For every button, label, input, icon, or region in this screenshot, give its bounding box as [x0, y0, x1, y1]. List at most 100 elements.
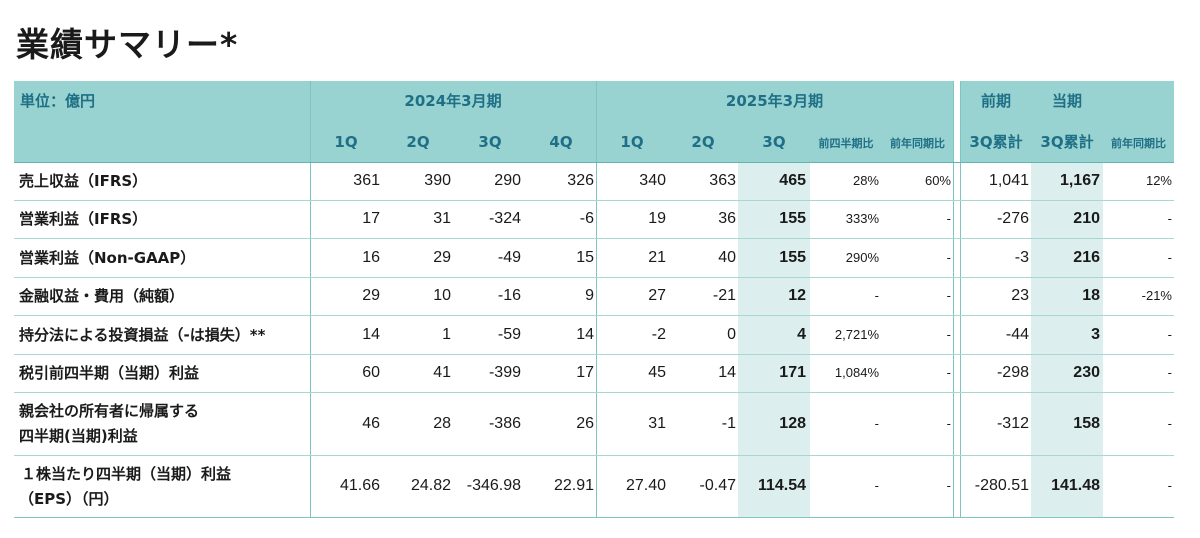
fy2025-header: 2025年3月期 — [725, 92, 824, 110]
table-cell: 60 — [362, 364, 380, 381]
table-cell: 27.40 — [625, 477, 666, 494]
table-header-bg — [14, 81, 954, 162]
table-cell: 333% — [845, 211, 879, 226]
row-label: 営業利益（IFRS） — [19, 210, 148, 228]
table-cell: 14 — [362, 325, 380, 343]
table-cell: 40 — [718, 248, 736, 266]
col-header-yoy-cum: 前年同期比 — [1111, 137, 1166, 150]
table-cell: 12% — [1145, 173, 1172, 188]
table-cell: 31 — [648, 414, 666, 432]
table-cell: 363 — [709, 172, 736, 189]
table-cell: 14 — [576, 325, 594, 343]
table-cell: 1,167 — [1059, 172, 1100, 189]
table-cell: 141.48 — [1051, 477, 1100, 494]
table-cell: 230 — [1073, 364, 1100, 381]
column-separator — [310, 81, 311, 518]
table-cell: 29 — [433, 248, 451, 266]
table-cell: - — [946, 326, 951, 342]
current-cumulative-highlight — [1031, 162, 1103, 518]
col-header-yoy: 前年同期比 — [890, 137, 945, 150]
row-divider — [14, 455, 1174, 456]
table-cell: 114.54 — [757, 477, 806, 494]
table-cell: 210 — [1073, 210, 1100, 227]
table-cell: -386 — [488, 414, 521, 432]
table-cell: - — [874, 415, 879, 431]
col-header-3q-2025: 3Q — [762, 133, 786, 151]
table-cell: -276 — [996, 210, 1029, 227]
col-header-curr-3q-cum: 3Q累計 — [1040, 133, 1094, 151]
table-cell: -16 — [497, 287, 521, 304]
table-cell: -298 — [996, 364, 1029, 381]
table-cell: - — [1167, 211, 1172, 226]
table-cell: 17 — [362, 210, 380, 227]
table-cell: 18 — [1082, 287, 1100, 304]
table-cell: -6 — [579, 210, 594, 227]
table-cell: 216 — [1073, 248, 1100, 266]
fy2024-header: 2024年3月期 — [404, 92, 502, 110]
current-quarter-highlight — [738, 162, 810, 518]
table-cell: 290% — [845, 249, 879, 265]
table-cell: 23 — [1011, 287, 1029, 304]
table-cell: 0 — [727, 325, 736, 343]
table-cell: - — [1167, 365, 1172, 380]
table-cell: 326 — [567, 172, 594, 189]
curr-period-header: 当期 — [1051, 92, 1082, 110]
row-divider — [14, 517, 1174, 518]
col-header-qoq: 前四半期比 — [818, 137, 874, 150]
col-header-3q: 3Q — [478, 133, 502, 151]
row-divider — [14, 277, 1174, 278]
table-cell: -44 — [1005, 325, 1029, 343]
table-cell: 1 — [442, 325, 451, 343]
table-cell: -1 — [721, 414, 736, 432]
table-cell: -346.98 — [466, 477, 521, 494]
row-label: 税引前四半期（当期）利益 — [19, 364, 200, 382]
table-cell: 29 — [362, 287, 380, 304]
table-header-bg-cumulative — [960, 81, 1174, 162]
table-cell: 361 — [353, 172, 380, 189]
table-cell: 60% — [924, 173, 951, 188]
table-cell: 31 — [433, 210, 451, 227]
table-cell: 26 — [576, 414, 594, 432]
table-cell: -2 — [651, 325, 666, 343]
table-cell: - — [946, 365, 951, 380]
table-cell: 155 — [779, 210, 806, 227]
table-cell: 36 — [718, 210, 736, 227]
table-cell: 19 — [648, 210, 666, 227]
table-cell: 390 — [424, 172, 451, 189]
table-cell: 21 — [648, 248, 666, 266]
row-divider — [14, 315, 1174, 316]
row-divider — [14, 392, 1174, 393]
table-cell: -0.47 — [699, 477, 736, 494]
table-cell: 1,084% — [834, 365, 879, 380]
table-cell: 45 — [648, 364, 666, 381]
table-cell: 155 — [779, 248, 806, 266]
table-cell: 24.82 — [410, 477, 451, 494]
table-cell: 28 — [433, 414, 451, 432]
table-cell: 9 — [585, 287, 594, 304]
table-cell: - — [946, 478, 951, 493]
row-divider — [14, 238, 1174, 239]
table-cell: 41 — [433, 364, 451, 381]
row-label-line2: （EPS）（円） — [19, 490, 119, 508]
table-cell: -312 — [996, 414, 1029, 432]
table-cell: -21 — [712, 287, 736, 304]
table-cell: - — [946, 211, 951, 226]
col-header-2q: 2Q — [406, 133, 430, 151]
row-divider — [14, 162, 1174, 163]
row-divider — [14, 200, 1174, 201]
table-cell: - — [946, 415, 951, 431]
row-label: １株当たり四半期（当期）利益 — [21, 465, 232, 483]
prev-period-header: 前期 — [980, 92, 1011, 110]
table-cell: 465 — [779, 172, 806, 189]
table-cell: - — [874, 288, 879, 303]
table-cell: 12 — [788, 287, 806, 304]
table-cell: - — [946, 249, 951, 265]
table-cell: - — [1167, 415, 1172, 431]
col-header-1q: 1Q — [334, 133, 358, 151]
row-label: 持分法による投資損益（-は損失）** — [19, 325, 266, 344]
table-cell: 46 — [362, 414, 380, 432]
table-cell: 15 — [576, 248, 594, 266]
table-cell: - — [1167, 326, 1172, 342]
table-cell: -21% — [1141, 288, 1172, 303]
